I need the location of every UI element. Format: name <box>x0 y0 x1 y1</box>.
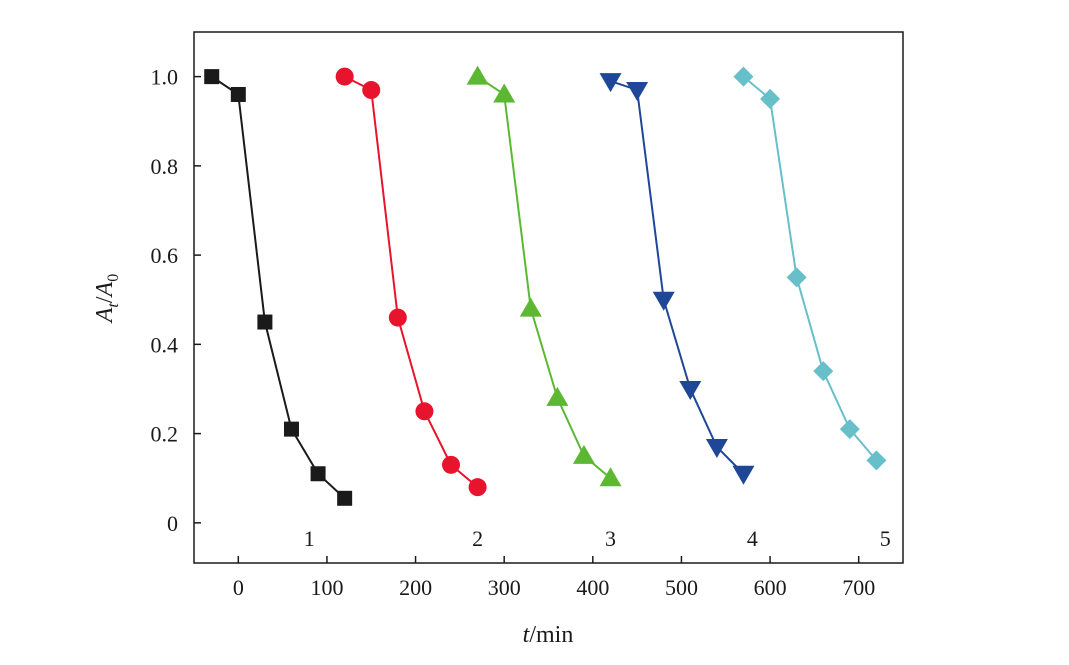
data-point <box>230 86 246 102</box>
series-3 <box>466 65 622 487</box>
data-point <box>599 73 622 93</box>
y-tick-label: 0 <box>167 511 178 536</box>
data-point <box>204 69 220 85</box>
cycle-label-5: 5 <box>880 526 891 551</box>
data-point <box>652 291 675 311</box>
data-point <box>760 88 781 109</box>
x-axis-label-unit: /min <box>529 622 573 648</box>
data-point <box>599 467 622 487</box>
y-axis-label-num: A <box>92 307 118 324</box>
data-point <box>310 466 326 482</box>
data-point <box>546 386 569 406</box>
data-point <box>442 455 461 474</box>
y-axis-label-num-sub: t <box>105 303 122 308</box>
cycle-label-3: 3 <box>605 526 616 551</box>
y-tick-label: 1.0 <box>151 65 179 90</box>
data-point <box>388 308 407 327</box>
cycle-labels: 1 2 3 4 5 <box>304 526 891 551</box>
x-tick-label: 0 <box>233 575 244 600</box>
x-tick-label: 200 <box>399 575 432 600</box>
data-point <box>733 66 754 87</box>
series-5 <box>733 66 887 471</box>
y-axis-label-sep: / <box>92 296 118 303</box>
data-point <box>337 490 353 506</box>
x-tick-label: 500 <box>665 575 698 600</box>
tick-layer: 0 100 200 300 400 500 600 700 0 0.2 0.4 0.6 0.8 1.0 <box>151 65 876 600</box>
data-point <box>257 314 273 330</box>
series-line <box>610 80 745 475</box>
data-point <box>813 361 834 382</box>
series-line <box>742 75 878 462</box>
y-tick-label: 0.4 <box>151 332 179 357</box>
cycle-label-4: 4 <box>747 526 758 551</box>
data-point <box>493 83 516 103</box>
x-tick-label: 100 <box>310 575 343 600</box>
data-point <box>283 421 299 437</box>
x-tick-label: 300 <box>488 575 521 600</box>
data-point <box>572 444 595 464</box>
data-point <box>626 82 649 102</box>
y-tick-label: 0.8 <box>151 154 179 179</box>
plot-frame <box>193 31 904 564</box>
data-point <box>362 81 381 100</box>
series-line <box>477 75 612 479</box>
data-point <box>866 450 887 471</box>
series-line <box>211 75 346 500</box>
data-point <box>519 297 542 317</box>
cycle-label-2: 2 <box>472 526 483 551</box>
data-point <box>732 465 755 485</box>
data-point <box>705 438 728 458</box>
x-tick-label: 400 <box>576 575 609 600</box>
series-line <box>344 75 479 488</box>
data-point <box>839 419 860 440</box>
y-tick-label: 0.6 <box>151 243 179 268</box>
y-tick-label: 0.2 <box>151 422 179 447</box>
y-axis-label-den-sub: 0 <box>105 274 122 282</box>
x-axis-label-italic: t <box>523 622 531 648</box>
series-4 <box>599 73 755 485</box>
cycle-label-1: 1 <box>304 526 315 551</box>
data-point <box>335 67 354 86</box>
y-axis-label-den: A <box>92 281 118 298</box>
data-point <box>466 65 489 85</box>
data-point <box>786 267 807 288</box>
series-layer <box>204 65 887 506</box>
data-point <box>679 380 702 400</box>
data-point <box>468 478 487 497</box>
series-2 <box>335 67 487 497</box>
y-axis-label: At/A0 <box>92 274 122 324</box>
x-axis-label: t/min <box>523 622 574 648</box>
x-tick-label: 600 <box>754 575 787 600</box>
x-tick-label: 700 <box>842 575 875 600</box>
data-point <box>415 402 434 421</box>
series-1 <box>204 69 353 506</box>
